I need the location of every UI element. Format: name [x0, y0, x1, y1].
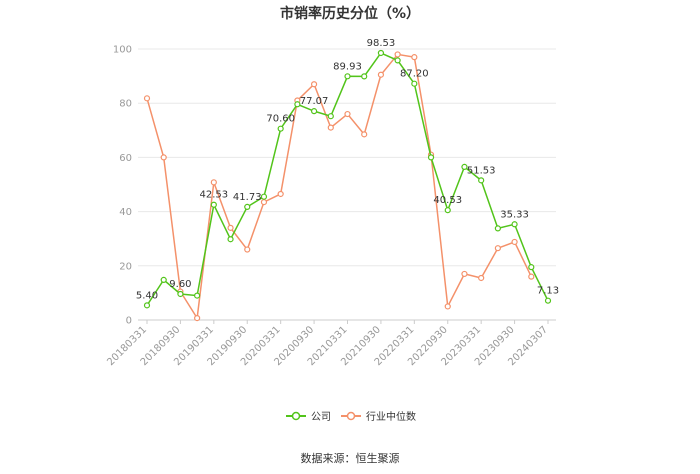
x-axis: 2018033120180930201903312019093020200331…: [105, 320, 550, 368]
y-tick-label: 100: [113, 45, 132, 56]
data-point-industry[interactable]: [361, 131, 368, 138]
data-point-industry[interactable]: [377, 71, 385, 78]
data-point-industry[interactable]: [143, 95, 151, 102]
data-point-company[interactable]: [394, 57, 401, 64]
data-point-company[interactable]: [511, 221, 518, 228]
data-point-industry[interactable]: [411, 54, 418, 61]
data-source: 数据来源：恒生聚源: [301, 451, 400, 465]
data-point-industry[interactable]: [344, 110, 351, 118]
data-label: 87.20: [400, 69, 429, 80]
y-tick-label: 80: [119, 99, 132, 110]
data-point-industry[interactable]: [494, 245, 501, 252]
data-point-company[interactable]: [194, 292, 201, 299]
data-point-company[interactable]: [310, 108, 318, 115]
data-label: 41.73: [233, 192, 262, 203]
legend-marker-company: [291, 411, 301, 421]
data-label: 9.60: [169, 279, 191, 290]
grid: [138, 48, 556, 321]
data-label: 98.53: [367, 38, 396, 49]
data-point-industry[interactable]: [444, 303, 451, 310]
data-point-company[interactable]: [361, 73, 368, 80]
data-label: 5.40: [136, 290, 158, 301]
y-tick-label: 20: [119, 261, 132, 272]
legend-label-company: 公司: [311, 412, 331, 423]
legend-item-company[interactable]: 公司: [286, 411, 331, 423]
data-point-company[interactable]: [260, 193, 268, 200]
series-lines: [143, 49, 552, 322]
data-label: 35.33: [500, 209, 529, 220]
data-point-industry[interactable]: [277, 190, 284, 198]
data-label: 40.53: [433, 195, 462, 206]
data-point-company[interactable]: [143, 302, 151, 309]
data-point-company[interactable]: [427, 154, 435, 161]
data-point-company[interactable]: [227, 236, 234, 243]
legend-marker-industry: [346, 411, 356, 421]
y-tick-label: 0: [126, 316, 132, 327]
data-point-industry[interactable]: [478, 274, 485, 282]
data-point-company[interactable]: [177, 290, 184, 298]
data-point-company[interactable]: [344, 73, 351, 80]
y-tick-label: 60: [119, 153, 132, 164]
data-label: 89.93: [333, 61, 362, 72]
data-point-industry[interactable]: [310, 81, 318, 88]
data-label: 42.53: [200, 190, 229, 201]
y-tick-label: 40: [119, 207, 132, 218]
data-point-industry[interactable]: [260, 199, 268, 206]
data-point-industry[interactable]: [394, 51, 401, 58]
data-label: 77.07: [300, 96, 329, 107]
chart-title: 市销率历史分位（%）: [280, 5, 420, 22]
data-point-company[interactable]: [327, 113, 334, 120]
data-point-company[interactable]: [528, 264, 535, 271]
data-point-industry[interactable]: [528, 273, 535, 280]
data-label: 7.13: [537, 286, 559, 297]
legend-label-industry: 行业中位数: [366, 410, 416, 423]
y-axis: 0 20 40 60 80 100: [113, 45, 132, 327]
legend[interactable]: 公司 行业中位数: [286, 410, 416, 423]
data-point-company[interactable]: [494, 225, 501, 232]
data-point-company[interactable]: [244, 203, 251, 211]
data-point-company[interactable]: [544, 297, 552, 304]
data-point-industry[interactable]: [227, 224, 234, 231]
series-line-industry: [146, 53, 532, 321]
data-point-company[interactable]: [160, 276, 167, 283]
data-point-company[interactable]: [461, 163, 468, 170]
data-point-company[interactable]: [294, 101, 301, 108]
data-point-industry[interactable]: [210, 179, 217, 186]
legend-item-industry[interactable]: 行业中位数: [341, 410, 416, 423]
data-point-industry[interactable]: [194, 315, 201, 322]
data-label: 51.53: [467, 165, 496, 176]
data-labels: 5.40 9.60 42.53 41.73 70.60 77.07 89.93 98.53 87…: [136, 38, 559, 301]
data-point-company[interactable]: [444, 207, 451, 214]
data-point-industry[interactable]: [327, 124, 334, 131]
data-label: 70.60: [266, 114, 295, 125]
data-point-industry[interactable]: [461, 270, 468, 278]
data-point-company[interactable]: [210, 201, 217, 208]
data-point-company[interactable]: [411, 80, 418, 87]
data-point-company[interactable]: [478, 177, 485, 184]
data-point-company[interactable]: [277, 125, 284, 132]
data-point-industry[interactable]: [511, 238, 518, 246]
data-point-industry[interactable]: [160, 154, 167, 161]
data-point-company[interactable]: [377, 49, 385, 57]
data-point-industry[interactable]: [244, 246, 251, 253]
